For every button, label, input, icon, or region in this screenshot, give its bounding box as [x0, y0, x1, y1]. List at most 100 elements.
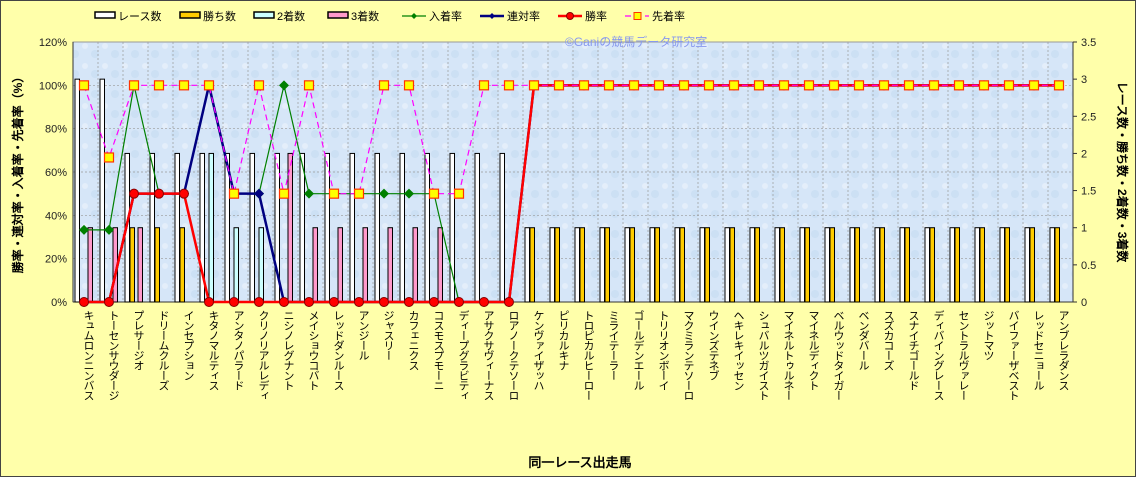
bar-races: [749, 227, 755, 303]
marker-win-rate: [304, 297, 314, 307]
bar-races: [1049, 227, 1055, 303]
legend-label: 入着率: [429, 9, 462, 23]
bar-wins: [754, 227, 760, 303]
marker-win-rate: [479, 297, 489, 307]
x-tick-label: ディバイングレース: [932, 309, 945, 401]
x-tick-label: インセプション: [182, 310, 195, 380]
marker-senchaku-rate: [1028, 80, 1040, 91]
x-tick-label: ニシノレグナント: [282, 310, 295, 390]
bar-third: [362, 227, 368, 303]
right-axis-label: レース数・勝ち数・2着数・3着数: [1115, 82, 1130, 264]
x-tick-label: アサクサヴィーナス: [482, 310, 495, 401]
marker-senchaku-rate: [503, 80, 515, 91]
x-tick-label: キュムロンニンバス: [82, 310, 95, 401]
marker-senchaku-rate: [928, 80, 940, 91]
bar-wins: [1029, 227, 1035, 303]
marker-senchaku-rate: [653, 80, 665, 91]
legend-label: 連対率: [507, 9, 540, 23]
marker-senchaku-rate: [403, 80, 415, 91]
marker-senchaku-rate: [353, 188, 365, 199]
x-tick-label: プレサージオ: [132, 310, 145, 370]
legend-label: 先着率: [652, 9, 685, 23]
line-senchaku-rate: [83, 84, 1059, 195]
x-tick-label: ベルウッドタイガー: [832, 310, 845, 400]
x-tick-label: ベンダバール: [857, 310, 870, 370]
bar-races: [574, 227, 580, 303]
bar-races: [74, 78, 80, 303]
marker-win-rate: [504, 297, 514, 307]
x-tick-label: トロピカルヒーロー: [582, 310, 595, 400]
bar-races: [524, 227, 530, 303]
legend-marker: [411, 13, 417, 19]
bar-wins: [829, 227, 835, 303]
bar-second: [258, 227, 264, 303]
marker-senchaku-rate: [453, 188, 465, 199]
left-tick-label: 100%: [39, 80, 67, 92]
bar-wins: [554, 227, 560, 303]
x-tick-label: ジャスリー: [382, 310, 394, 360]
marker-senchaku-rate: [528, 80, 540, 91]
marker-rentai-rate: [254, 188, 264, 199]
marker-win-rate: [454, 297, 464, 307]
marker-senchaku-rate: [753, 80, 765, 91]
marker-win-rate: [354, 297, 364, 307]
x-tick-label: アンジール: [357, 310, 370, 360]
marker-win-rate: [179, 188, 189, 199]
bar-second: [208, 152, 214, 303]
x-tick-label: スナイチゴールド: [907, 310, 920, 390]
x-tick-label: アンブレラダンス: [1057, 310, 1070, 391]
x-tick-label: トーセンサウダージ: [107, 310, 120, 400]
bar-third: [412, 227, 418, 303]
bar-races: [149, 152, 155, 303]
marker-senchaku-rate: [128, 80, 140, 91]
bar-races: [799, 227, 805, 303]
marker-senchaku-rate: [103, 152, 115, 163]
bar-races: [99, 78, 105, 303]
marker-place-rate: [104, 224, 114, 235]
right-tick-label: 1: [1081, 223, 1087, 235]
x-tick-label: レッドダンルース: [332, 310, 345, 391]
marker-place-rate: [279, 80, 289, 91]
marker-senchaku-rate: [253, 80, 265, 91]
x-tick-label: メイショウコバト: [307, 310, 320, 390]
marker-senchaku-rate: [603, 80, 615, 91]
bar-races: [324, 152, 330, 303]
left-tick-label: 120%: [39, 37, 67, 49]
bar-wins: [954, 227, 960, 303]
marker-win-rate: [204, 297, 214, 307]
marker-senchaku-rate: [628, 80, 640, 91]
marker-win-rate: [329, 297, 339, 307]
bar-races: [899, 227, 905, 303]
bar-third: [287, 152, 293, 303]
bar-third: [137, 227, 143, 303]
bar-third: [387, 227, 393, 303]
marker-win-rate: [379, 297, 389, 307]
right-tick-label: 0.5: [1081, 260, 1096, 272]
marker-senchaku-rate: [178, 80, 190, 91]
bar-races: [874, 227, 880, 303]
x-tick-label: レッドセニョール: [1032, 310, 1045, 390]
bar-second: [233, 227, 239, 303]
bar-wins: [129, 227, 135, 303]
bar-wins: [154, 227, 160, 303]
bar-races: [1024, 227, 1030, 303]
bar-races: [649, 227, 655, 303]
bar-wins: [1004, 227, 1010, 303]
marker-senchaku-rate: [578, 80, 590, 91]
x-tick-label: コスモスプモーニ: [432, 310, 444, 390]
bar-races: [374, 152, 380, 303]
marker-win-rate: [429, 297, 439, 307]
bar-races: [174, 152, 180, 303]
x-tick-label: ヘキレキイッセン: [732, 310, 745, 390]
marker-place-rate: [79, 224, 89, 235]
bar-races: [599, 227, 605, 303]
x-tick-label: ディープグラビティ: [457, 309, 470, 400]
bar-races: [999, 227, 1005, 303]
bar-races: [399, 152, 405, 303]
x-tick-label: バイファーザベスト: [1007, 310, 1020, 400]
left-tick-label: 40%: [45, 210, 67, 222]
legend-marker: [566, 12, 574, 20]
bar-third: [312, 227, 318, 303]
legend-swatch: [253, 11, 275, 19]
bar-races: [249, 152, 255, 303]
